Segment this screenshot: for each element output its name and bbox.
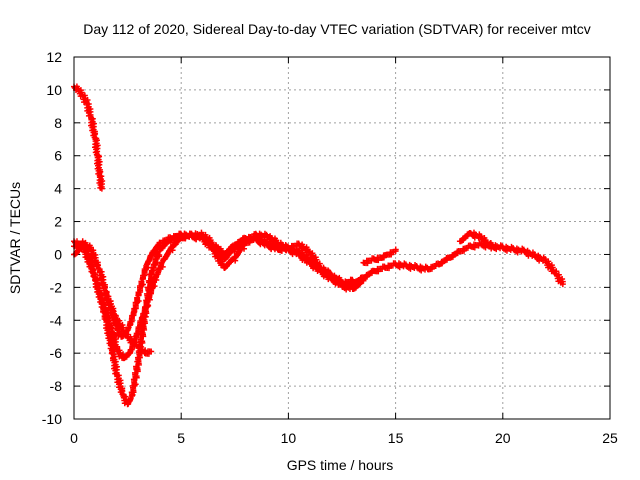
plot-frame [73,56,611,420]
data-point [152,255,159,262]
x-tick-label: 10 [281,430,297,446]
y-tick-label: -6 [50,345,63,361]
y-tick-label: 10 [46,82,62,98]
data-point [150,261,157,268]
y-tick-label: 4 [54,181,62,197]
y-tick-label: 12 [46,49,62,65]
x-tick-label: 15 [388,430,404,446]
data-point [145,302,152,309]
ticks: 0 5 10 15 20 25 -10 -8 -6 -4 -2 0 2 4 6 8 10 12 [42,49,618,446]
data-point [159,263,166,270]
data-point [132,381,139,388]
data-point [134,365,141,372]
data-point [100,309,107,316]
x-tick-label: 20 [495,430,511,446]
chart-title: Day 112 of 2020, Sidereal Day-to-day VTE… [83,21,591,37]
data-point [109,355,116,362]
data-point [141,310,148,317]
y-tick-label: 0 [54,246,62,262]
y-axis-label: SDTVAR / TECUs [7,182,23,294]
data-point [127,318,134,325]
y-tick-label: -8 [50,378,63,394]
data-point [98,185,105,192]
data-point [126,398,133,405]
data-point [139,330,146,337]
y-tick-label: -2 [50,279,63,295]
data-point [360,277,367,284]
data-point [127,346,134,353]
y-tick-label: 6 [54,148,62,164]
data-point [491,244,498,251]
data-point [139,281,146,288]
data-point [349,277,356,284]
data-point [135,289,142,296]
data-point [146,277,153,284]
data-point [392,248,399,255]
x-tick-label: 5 [177,430,185,446]
data-point [140,321,147,328]
data-point [165,248,172,255]
data-point [108,350,115,357]
data-point [148,348,155,355]
x-tick-label: 0 [70,430,78,446]
data-point [162,253,169,260]
grid [74,57,610,419]
data-point [147,252,154,259]
y-tick-label: 8 [54,115,62,131]
data-point [112,313,119,320]
data-point [140,272,147,279]
data-point [559,281,566,288]
y-tick-label: 2 [54,214,62,230]
data-point [154,259,161,266]
data-point [233,252,240,259]
data-point [148,267,155,274]
data-point [156,265,163,272]
data-point [145,258,152,265]
data-point [153,271,160,278]
data-point [135,297,142,304]
data-point [128,389,135,396]
data-point [156,251,163,258]
y-tick-label: -4 [50,312,63,328]
data-point [133,373,140,380]
x-axis-label: GPS time / hours [287,457,394,473]
data-point [129,312,136,319]
data-points [71,83,566,408]
data-point [134,354,141,361]
data-point [141,266,148,273]
data-point [139,338,146,345]
data-point [237,246,244,253]
y-tick-label: -10 [42,411,62,427]
x-tick-label: 25 [602,430,618,446]
data-point [101,314,108,321]
data-point [146,286,153,293]
data-point [131,305,138,312]
data-point [145,294,152,301]
